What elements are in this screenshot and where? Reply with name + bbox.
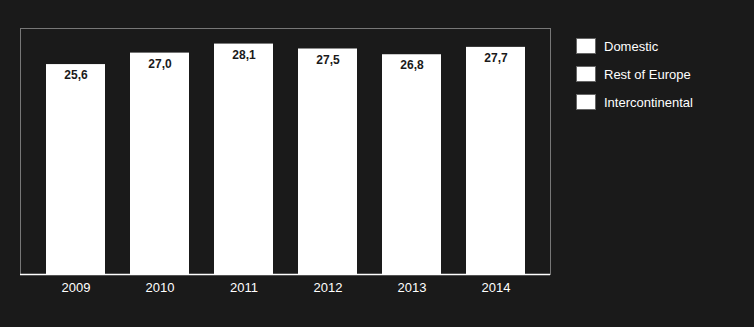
- svg-text:2009: 2009: [62, 280, 91, 295]
- svg-text:28,1: 28,1: [232, 48, 256, 62]
- svg-text:2014: 2014: [482, 280, 511, 295]
- svg-text:25,6: 25,6: [64, 68, 88, 82]
- svg-text:27,0: 27,0: [148, 57, 172, 71]
- svg-text:26,8: 26,8: [400, 58, 424, 72]
- html-text:Intercontinental: Intercontinental: [604, 94, 693, 110]
- svg-text:2013: 2013: [398, 280, 427, 295]
- svg-text:2010: 2010: [146, 280, 175, 295]
- svg-text:2011: 2011: [230, 280, 258, 295]
- html-text:Rest of Europe: Rest of Europe: [604, 66, 691, 82]
- html-text:Domestic: Domestic: [604, 38, 659, 54]
- svg-text:27,7: 27,7: [484, 51, 508, 65]
- svg-text:27,5: 27,5: [316, 53, 340, 67]
- svg-text:2012: 2012: [314, 280, 343, 295]
